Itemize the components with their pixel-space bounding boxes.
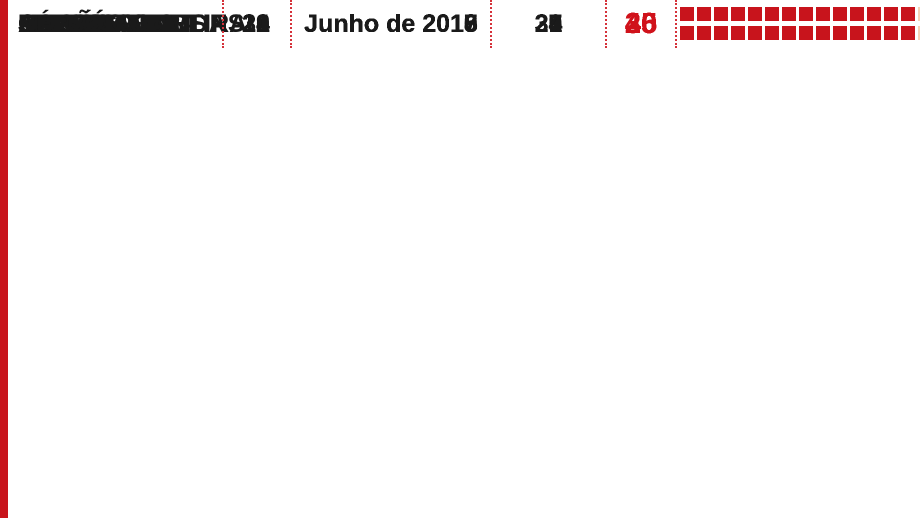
player-name: LUISÃO	[18, 10, 113, 38]
cell-text: 31	[534, 10, 563, 38]
column-separator	[222, 0, 224, 48]
cell-text: 21	[242, 10, 270, 38]
bar-square-filled	[748, 7, 762, 21]
cell-text: 29	[534, 10, 563, 38]
cell-text: Junho de 2018	[304, 10, 478, 38]
column-separator	[605, 0, 607, 48]
player-name: RODRIGO	[18, 10, 138, 38]
player-name: NÉLSON OLIVEIRA	[18, 10, 248, 38]
bar-square-filled	[816, 26, 830, 40]
player-name: GAITÁN	[18, 10, 114, 38]
bar-square-filled	[816, 7, 830, 21]
clause-value: 20	[624, 8, 658, 40]
cell-text: 27	[534, 10, 563, 38]
bar-square-filled	[765, 26, 779, 40]
bar-square-filled	[901, 7, 915, 21]
cell-text: 24	[242, 10, 270, 38]
cell-text: 24	[534, 10, 563, 38]
clause-value: 45	[624, 8, 658, 40]
cell-text: 22	[242, 10, 270, 38]
player-name: JARDEL	[18, 10, 119, 38]
bar-square-filled	[782, 7, 796, 21]
bar-square-filled	[833, 7, 847, 21]
cell-text: 27	[534, 10, 563, 38]
player-name: MELGAREJO	[18, 10, 177, 38]
cell-text: 31	[534, 10, 563, 38]
clause-value: 20	[624, 8, 658, 40]
cell-text: 27	[534, 10, 563, 38]
clause-value: 20	[624, 8, 658, 40]
cell-text: 26	[242, 10, 270, 38]
bar-square-filled	[867, 7, 881, 21]
cell-text: Junho de 2018	[304, 10, 478, 38]
left-border	[0, 0, 8, 518]
cell-text: Junho de 2018	[304, 10, 478, 38]
bar-square-filled	[748, 26, 762, 40]
cell-text: 24	[534, 10, 563, 38]
bar-square-filled	[850, 7, 864, 21]
cell-text: 28	[242, 10, 270, 38]
bar-square-filled	[765, 7, 779, 21]
cell-text: 31	[242, 10, 270, 38]
cell-text: 21	[242, 10, 270, 38]
cell-text: Junho de 2018	[304, 10, 478, 38]
column-separator	[490, 0, 492, 48]
cell-text: Junho de 2018	[304, 10, 478, 38]
bar-square-filled	[799, 26, 813, 40]
clause-value: 20	[624, 8, 658, 40]
clause-value: 45	[624, 8, 658, 40]
cell-text: 30	[242, 10, 270, 38]
cell-text: Junho de 2015	[304, 10, 478, 38]
bar-square-empty	[918, 7, 920, 21]
bar-square-filled	[850, 26, 864, 40]
cell-text: Junho de 2019	[304, 10, 478, 38]
cell-text: 35	[534, 10, 563, 38]
cell-text: 19	[242, 10, 270, 38]
bar-square-filled	[697, 26, 711, 40]
clause-value: 30	[624, 8, 658, 40]
cell-text: 22	[242, 10, 270, 38]
bar-square-filled	[680, 26, 694, 40]
bar-square-filled	[833, 26, 847, 40]
bar-square-filled	[714, 7, 728, 21]
clause-bar	[680, 0, 920, 48]
bar-square-filled	[799, 7, 813, 21]
bar-square-filled	[867, 26, 881, 40]
bar-square-filled	[731, 26, 745, 40]
cell-text: 26	[534, 10, 563, 38]
column-separator	[290, 0, 292, 48]
cell-text: Junho de 2016	[304, 10, 478, 38]
player-name: MAXI PEREIRA	[18, 10, 199, 38]
player-name: ANDRÉ GOMES	[18, 10, 207, 38]
bar-square-filled	[714, 26, 728, 40]
bar-square-filled	[884, 26, 898, 40]
bar-square-filled	[680, 7, 694, 21]
cell-text: Junho de 2016	[304, 10, 478, 38]
player-name: CARLOS MARTINS	[18, 10, 245, 38]
bar-square-empty	[918, 26, 920, 40]
clause-value: 45	[624, 8, 658, 40]
bar-square-filled	[731, 7, 745, 21]
bar-square-filled	[697, 7, 711, 21]
clause-value: 30	[624, 8, 658, 40]
bar-square-filled	[901, 26, 915, 40]
player-name: ANDRÉ ALMEIDA	[18, 10, 227, 38]
column-separator	[675, 0, 677, 48]
cell-text: 24	[242, 10, 270, 38]
cell-text: Junho de 2017	[304, 10, 478, 38]
cell-text: 33	[534, 10, 563, 38]
bar-square-filled	[884, 7, 898, 21]
bar-square-filled	[782, 26, 796, 40]
clause-value: 30	[624, 8, 658, 40]
clause-value: 30	[624, 8, 658, 40]
player-name: MATIC	[18, 10, 96, 38]
cell-text: Junho de 2016	[304, 10, 478, 38]
